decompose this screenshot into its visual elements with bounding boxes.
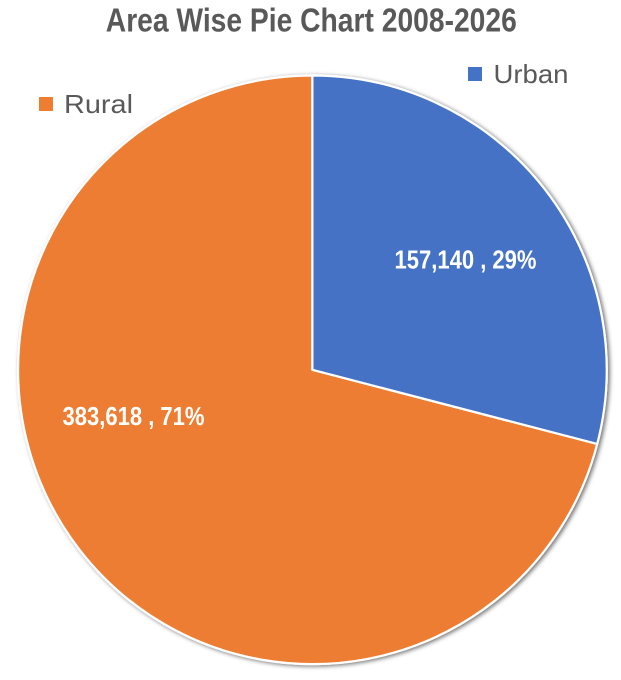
svg-text:157,140 , 29%: 157,140 , 29%	[395, 245, 537, 275]
svg-text:383,618 , 71%: 383,618 , 71%	[63, 401, 205, 431]
svg-text:Rural: Rural	[64, 89, 133, 119]
svg-text:Urban: Urban	[494, 59, 569, 89]
svg-text:Area Wise Pie Chart 2008-2026: Area Wise Pie Chart 2008-2026	[106, 3, 517, 40]
